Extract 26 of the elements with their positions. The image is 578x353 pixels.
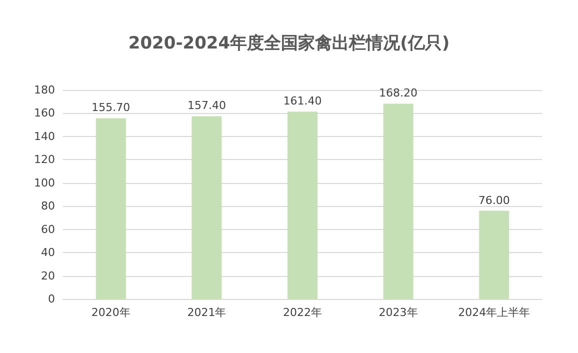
x-tick-label: 2022年 <box>283 306 322 319</box>
y-tick-label: 160 <box>34 106 55 120</box>
y-tick-label: 140 <box>34 130 55 143</box>
bar <box>479 210 510 299</box>
y-tick-label: 60 <box>41 222 55 236</box>
y-tick-label: 100 <box>34 176 55 190</box>
data-label: 76.00 <box>478 194 510 207</box>
y-tick-label: 120 <box>34 153 55 166</box>
x-tick-label: 2024年上半年 <box>458 306 530 319</box>
chart-title: 2020-2024年度全国家禽出栏情况(亿只) <box>128 34 450 54</box>
x-tick-label: 2020年 <box>91 306 130 319</box>
bar <box>288 112 318 299</box>
data-label: 168.20 <box>379 86 418 100</box>
y-tick-label: 0 <box>48 292 55 306</box>
y-tick-label: 20 <box>41 269 55 282</box>
bar <box>383 104 414 299</box>
x-tick-label: 2021年 <box>187 306 226 319</box>
y-tick-label: 180 <box>34 84 55 96</box>
y-tick-label: 80 <box>41 200 55 213</box>
data-label: 157.40 <box>187 99 226 112</box>
data-label: 155.70 <box>92 101 130 114</box>
data-label: 161.40 <box>283 94 322 108</box>
bar <box>96 118 126 299</box>
bar <box>192 116 222 299</box>
x-tick-label: 2023年 <box>378 306 418 319</box>
y-tick-label: 40 <box>41 246 55 260</box>
